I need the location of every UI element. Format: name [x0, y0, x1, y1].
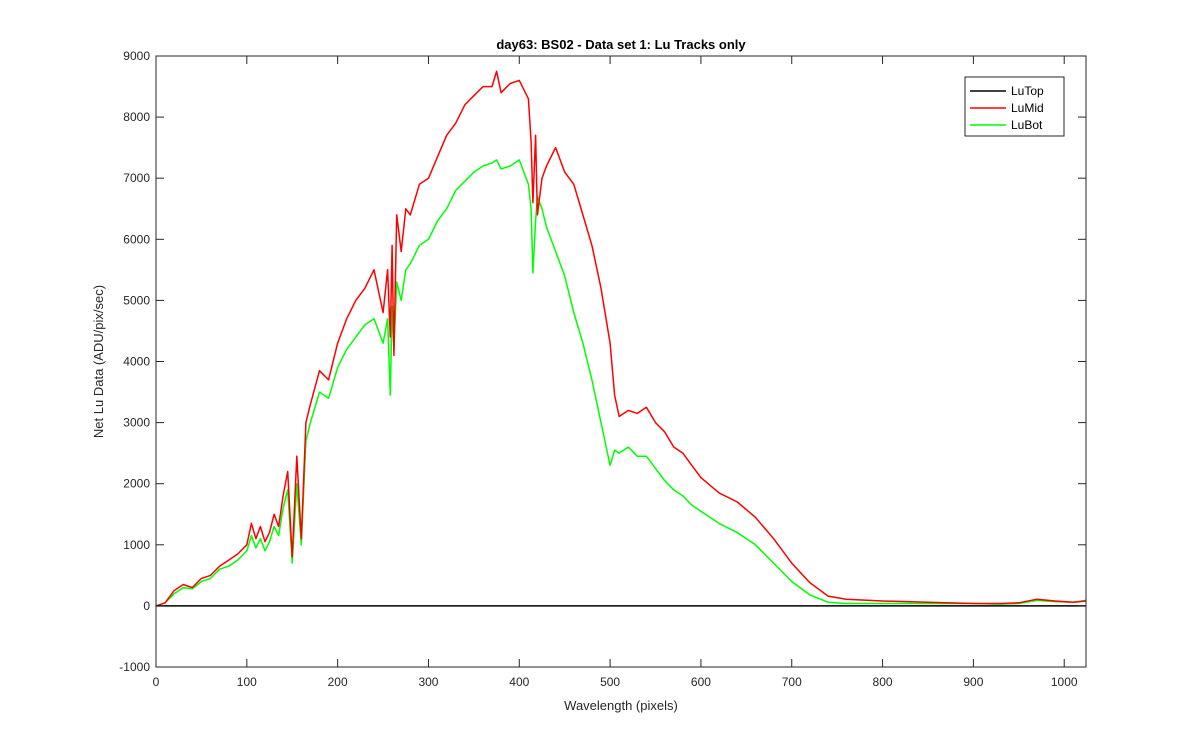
y-tick-label: 4000: [123, 355, 150, 369]
legend-label-lubot: LuBot: [1011, 118, 1043, 132]
y-tick-label: 9000: [123, 49, 150, 63]
x-tick-label: 900: [963, 675, 983, 689]
x-tick-label: 100: [237, 675, 257, 689]
x-tick-label: 700: [782, 675, 802, 689]
chart-title: day63: BS02 - Data set 1: Lu Tracks only: [496, 37, 746, 52]
y-tick-label: 6000: [123, 232, 150, 246]
x-tick-label: 200: [328, 675, 348, 689]
series-line-lumid: [155, 70, 1087, 607]
x-tick-label: 0: [153, 675, 160, 689]
x-tick-label: 600: [691, 675, 711, 689]
legend-label-lutop: LuTop: [1011, 84, 1044, 98]
x-tick-label: 800: [873, 675, 893, 689]
y-tick-label: 0: [143, 599, 150, 613]
x-tick-label: 500: [600, 675, 620, 689]
x-tick-label: 300: [418, 675, 438, 689]
y-axis-label: Net Lu Data (ADU/pix/sec): [91, 285, 106, 438]
y-tick-label: 1000: [123, 538, 150, 552]
y-tick-label: -1000: [119, 660, 150, 674]
legend-label-lumid: LuMid: [1011, 101, 1044, 115]
y-tick-label: 5000: [123, 293, 150, 307]
x-axis-label: Wavelength (pixels): [564, 698, 678, 713]
legend-box: [964, 76, 1065, 137]
series-line-lubot: [155, 159, 1087, 607]
x-tick-label: 1000: [1051, 675, 1078, 689]
y-tick-label: 3000: [123, 416, 150, 430]
y-tick-label: 8000: [123, 110, 150, 124]
series-lines: [155, 70, 1087, 607]
axis-ticks: 0 100 200 300 400 500 600 700 800 900 1000-1000010…: [119, 49, 1086, 689]
plot-area: [156, 56, 1086, 667]
x-tick-label: 400: [509, 675, 529, 689]
y-tick-label: 7000: [123, 171, 150, 185]
y-tick-label: 2000: [123, 477, 150, 491]
legend: LuTop LuMid LuBot: [964, 76, 1065, 137]
